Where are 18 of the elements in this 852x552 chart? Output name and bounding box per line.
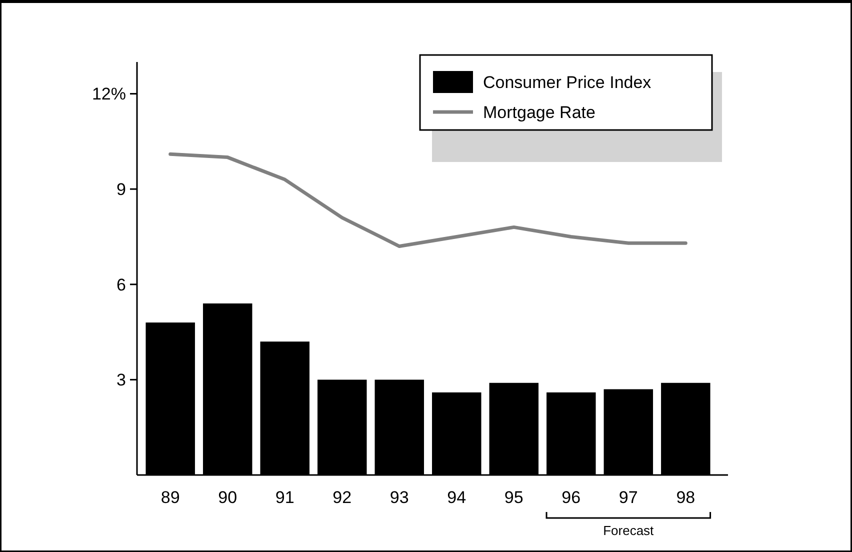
- x-tick-label: 89: [160, 488, 180, 507]
- line-series: [168, 152, 688, 248]
- legend-label: Consumer Price Index: [483, 72, 652, 92]
- x-tick-label: 92: [332, 488, 352, 507]
- text: Forecast: [603, 523, 654, 538]
- legend-label: Mortgage Rate: [483, 102, 596, 122]
- x-tick-label: 91: [275, 488, 294, 507]
- x-tick-label: 98: [676, 488, 696, 507]
- y-tick-label: 3: [116, 370, 126, 390]
- x-tick-label: 96: [562, 488, 581, 507]
- x-tick-label: 95: [504, 488, 524, 507]
- y-tick-label: 12%: [92, 84, 126, 104]
- x-tick-label: 94: [447, 488, 466, 507]
- x-tick-label: 90: [218, 488, 238, 507]
- y-tick-label: 6: [116, 275, 126, 294]
- y-tick-label: 9: [116, 180, 126, 200]
- x-tick-label: 97: [618, 488, 638, 507]
- x-tick-label: 93: [390, 488, 409, 507]
